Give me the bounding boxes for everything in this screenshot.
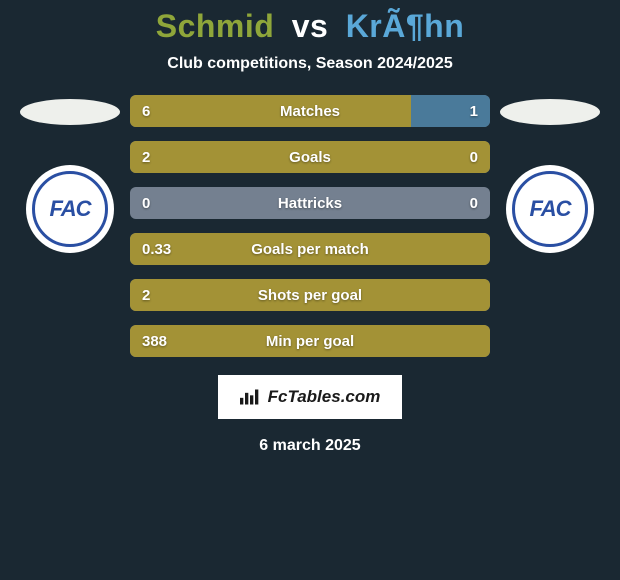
right-club-badge-text: FAC <box>512 171 588 247</box>
stat-value-left: 2 <box>142 287 150 304</box>
title-player2: KrÃ¶hn <box>346 8 465 44</box>
stat-fill-left <box>130 95 411 127</box>
stat-value-left: 0.33 <box>142 241 171 258</box>
left-avatar-placeholder <box>20 99 120 125</box>
stat-bar: 2 Shots per goal <box>130 279 490 311</box>
stat-value-left: 2 <box>142 149 150 166</box>
stat-label: Matches <box>280 103 340 120</box>
right-avatar-placeholder <box>500 99 600 125</box>
stat-label: Goals <box>289 149 331 166</box>
stat-bar: 388 Min per goal <box>130 325 490 357</box>
stat-value-left: 6 <box>142 103 150 120</box>
stat-label: Goals per match <box>251 241 369 258</box>
stat-bar: 0.33 Goals per match <box>130 233 490 265</box>
title-player1: Schmid <box>156 8 275 44</box>
right-club-badge: FAC <box>506 165 594 253</box>
date-text: 6 march 2025 <box>259 437 360 455</box>
main-row: FAC 6 Matches 1 2 Goals 0 0 Hattricks 0 0.33 Goals… <box>0 95 620 357</box>
stat-value-right: 0 <box>470 149 478 166</box>
stat-bar: 2 Goals 0 <box>130 141 490 173</box>
stat-value-left: 0 <box>142 195 150 212</box>
stat-label: Min per goal <box>266 333 354 350</box>
title-vs: vs <box>292 8 329 44</box>
left-club-badge: FAC <box>26 165 114 253</box>
stat-fill-right <box>411 95 490 127</box>
stat-label: Shots per goal <box>258 287 362 304</box>
left-column: FAC <box>10 95 130 253</box>
footer-brand-badge: FcTables.com <box>218 375 403 419</box>
page-title: Schmid vs KrÃ¶hn <box>156 8 465 45</box>
content-wrapper: Schmid vs KrÃ¶hn Club competitions, Seas… <box>0 0 620 580</box>
right-column: FAC <box>490 95 610 253</box>
stat-bar: 6 Matches 1 <box>130 95 490 127</box>
footer-brand-text: FcTables.com <box>268 387 381 407</box>
subtitle: Club competitions, Season 2024/2025 <box>167 55 452 73</box>
bars-icon <box>240 389 260 405</box>
stat-bar: 0 Hattricks 0 <box>130 187 490 219</box>
stat-value-right: 0 <box>470 195 478 212</box>
left-club-badge-text: FAC <box>32 171 108 247</box>
stat-label: Hattricks <box>278 195 342 212</box>
stat-value-left: 388 <box>142 333 167 350</box>
stat-value-right: 1 <box>470 103 478 120</box>
stats-column: 6 Matches 1 2 Goals 0 0 Hattricks 0 0.33 Goals per… <box>130 95 490 357</box>
